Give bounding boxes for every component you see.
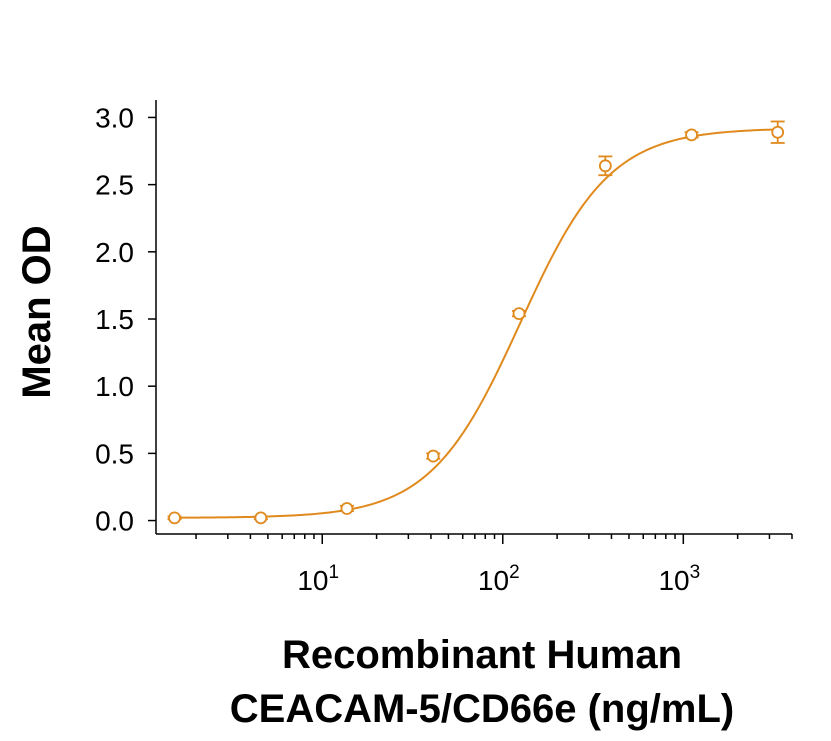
data-marker <box>340 502 354 515</box>
y-tick-label: 3.0 <box>95 102 134 133</box>
data-marker <box>426 449 440 463</box>
data-point <box>426 449 441 463</box>
y-axis-title: Mean OD <box>15 225 59 398</box>
y-tick-label: 0.0 <box>95 506 134 537</box>
y-tick-label: 2.5 <box>95 170 134 201</box>
data-marker <box>685 128 698 142</box>
y-tick-label: 1.0 <box>95 371 134 402</box>
data-marker <box>598 159 612 173</box>
data-marker <box>168 511 181 525</box>
data-point <box>339 502 354 515</box>
data-point <box>512 307 527 321</box>
data-point <box>598 155 613 177</box>
x-tick-label: 101 <box>297 562 339 596</box>
data-marker <box>771 125 785 139</box>
x-axis-title-line-1: Recombinant Human <box>282 633 682 677</box>
data-point <box>684 128 699 142</box>
data-point <box>253 511 268 525</box>
x-axis-title-line-2: CEACAM-5/CD66e (ng/mL) <box>230 687 734 731</box>
axes <box>155 100 792 535</box>
data-marker <box>254 511 268 525</box>
x-tick-label: 102 <box>478 562 520 596</box>
y-tick-label: 0.5 <box>95 438 134 469</box>
y-tick-label: 2.0 <box>95 237 134 268</box>
y-tick-label: 1.5 <box>95 304 134 335</box>
data-marker <box>512 307 526 321</box>
data-point <box>167 511 182 525</box>
x-axis-ticks: 101 102 103 <box>195 534 793 596</box>
data-point <box>770 120 785 144</box>
fit-curve <box>174 128 778 519</box>
y-axis-ticks: 0.0 0.5 1.0 1.5 2.0 2.5 3.0 <box>95 102 156 537</box>
data-points <box>167 120 785 525</box>
x-tick-label: 103 <box>658 562 700 596</box>
